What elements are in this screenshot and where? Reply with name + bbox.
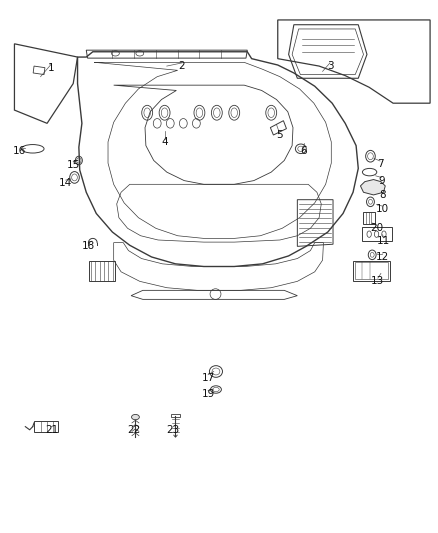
Text: 2: 2 xyxy=(179,61,185,71)
Text: 9: 9 xyxy=(378,175,385,185)
Text: 16: 16 xyxy=(13,146,26,156)
Bar xyxy=(353,261,390,281)
Text: 7: 7 xyxy=(377,159,383,169)
Text: 3: 3 xyxy=(327,61,333,71)
Text: 5: 5 xyxy=(276,130,283,140)
Text: 21: 21 xyxy=(45,425,58,435)
Bar xyxy=(355,262,388,279)
Polygon shape xyxy=(360,180,385,195)
Bar xyxy=(89,261,116,281)
Text: 15: 15 xyxy=(67,160,80,169)
Text: 4: 4 xyxy=(161,137,168,147)
Bar xyxy=(171,414,180,417)
Text: 14: 14 xyxy=(59,178,72,188)
Text: 8: 8 xyxy=(379,190,385,200)
Ellipse shape xyxy=(131,415,139,419)
Text: 18: 18 xyxy=(82,241,95,252)
Bar xyxy=(362,227,392,241)
Bar xyxy=(364,213,375,224)
Text: 1: 1 xyxy=(48,63,55,72)
Text: 22: 22 xyxy=(127,425,141,435)
Text: 10: 10 xyxy=(376,204,389,214)
Text: 23: 23 xyxy=(167,425,180,435)
Text: 13: 13 xyxy=(371,276,385,286)
Text: 20: 20 xyxy=(370,223,383,233)
Text: 6: 6 xyxy=(300,146,307,156)
Text: 11: 11 xyxy=(377,236,390,246)
Bar xyxy=(34,421,58,432)
Text: 12: 12 xyxy=(375,252,389,262)
Text: 17: 17 xyxy=(201,373,215,383)
Text: 19: 19 xyxy=(201,389,215,399)
